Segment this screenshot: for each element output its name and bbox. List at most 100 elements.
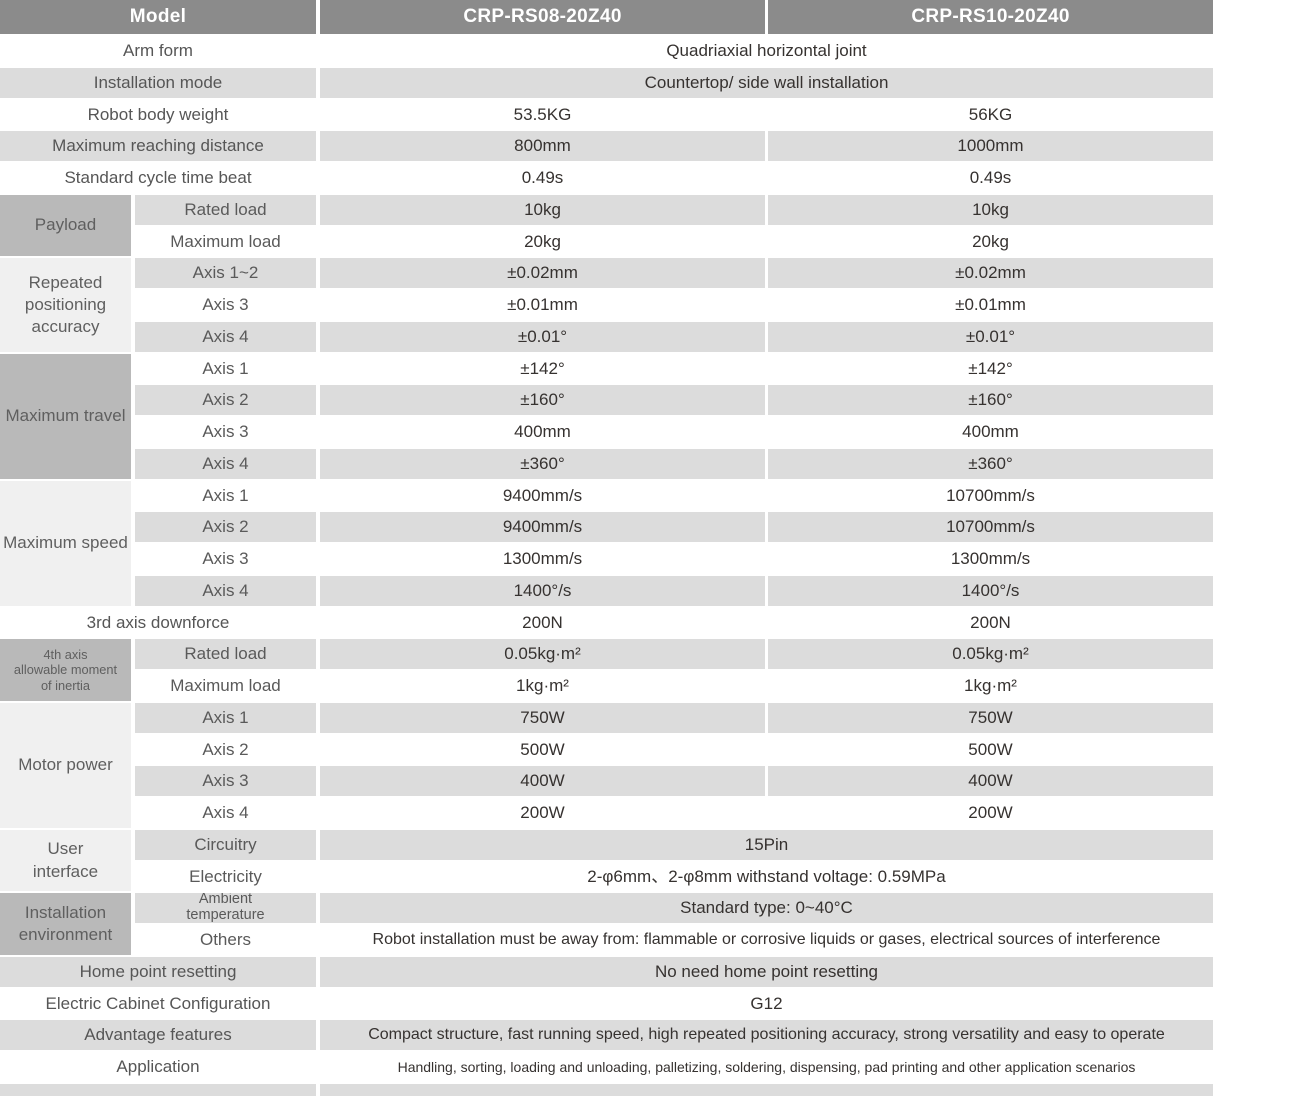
sub-label: Axis 2 <box>135 734 316 767</box>
sub-label: Others <box>135 925 316 957</box>
group-label: Payload <box>0 194 131 259</box>
group-label: 4th axis allowable moment of inertia <box>0 639 131 703</box>
value-rs10: 20kg <box>768 226 1213 259</box>
value-rs08: 1kg·m² <box>320 671 765 703</box>
value-rs10: ±0.02mm <box>768 258 1213 290</box>
value-rs08: ±0.02mm <box>320 258 765 290</box>
sub-label: Axis 3 <box>135 417 316 449</box>
header-model-rs08: CRP-RS08-20Z40 <box>320 0 765 36</box>
value-rs10: ±160° <box>768 385 1213 417</box>
value-rs08: 1400°/s <box>320 575 765 608</box>
value-rs10: 1kg·m² <box>768 671 1213 703</box>
value-shared: Quadriaxial horizontal joint <box>320 36 1213 68</box>
row-label: Maximum reaching distance <box>0 131 316 163</box>
group-label: Maximum speed <box>0 480 131 608</box>
value-shared: Countertop/ side wall installation <box>320 67 1213 100</box>
value-rs08: 750W <box>320 702 765 735</box>
sub-label: Axis 3 <box>135 766 316 798</box>
value-rs10: 1300mm/s <box>768 544 1213 576</box>
sub-label: Axis 4 <box>135 448 316 481</box>
value-rs08: 0.05kg·m² <box>320 639 765 671</box>
value-rs10: 10700mm/s <box>768 512 1213 544</box>
sub-label: Axis 4 <box>135 798 316 830</box>
row-label: Installation mode <box>0 67 316 100</box>
row-label: Standard cycle time beat <box>0 163 316 195</box>
value-shared: Compact structure, fast running speed, h… <box>320 1020 1213 1052</box>
group-label: Maximum travel <box>0 353 131 481</box>
value-rs10: ±0.01mm <box>768 290 1213 322</box>
header-model-cell: Model <box>0 0 316 36</box>
value-rs10: 0.05kg·m² <box>768 639 1213 671</box>
value-rs08: 9400mm/s <box>320 512 765 544</box>
sub-label: Axis 2 <box>135 512 316 544</box>
sub-label: Rated load <box>135 639 316 671</box>
value-rs08: 9400mm/s <box>320 480 765 513</box>
value-rs10: 0.49s <box>768 163 1213 195</box>
value-rs10: 750W <box>768 702 1213 735</box>
row-label: Electric Cabinet Configuration <box>0 988 316 1021</box>
row-label: Home point resetting <box>0 956 316 989</box>
sub-label: Electricity <box>135 861 316 894</box>
value-shared: Standard type: 0~40°C <box>320 893 1213 925</box>
value-rs08: ±160° <box>320 385 765 417</box>
group-label: User interface <box>0 829 131 894</box>
sub-label: Circuitry <box>135 829 316 862</box>
value-rs08: 200N <box>320 607 765 640</box>
value-rs08: 1300mm/s <box>320 544 765 576</box>
sub-label: Maximum load <box>135 671 316 703</box>
value-shared: G12 <box>320 988 1213 1021</box>
sub-label: Maximum load <box>135 226 316 259</box>
sub-label: Axis 4 <box>135 575 316 608</box>
value-rs10: 56KG <box>768 99 1213 132</box>
value-rs10: 200N <box>768 607 1213 640</box>
value-rs10: 10kg <box>768 194 1213 227</box>
sub-label: Rated load <box>135 194 316 227</box>
row-label: Advantage features <box>0 1020 316 1052</box>
sub-label: Axis 1 <box>135 353 316 386</box>
value-rs08: ±0.01° <box>320 321 765 354</box>
group-label: Repeated positioning accuracy <box>0 258 131 354</box>
row-label: 3rd axis downforce <box>0 607 316 640</box>
robot-spec-table: Model CRP-RS08-20Z40 CRP-RS10-20Z40 Arm … <box>0 0 1213 1096</box>
sub-label: Ambient temperature <box>135 893 316 925</box>
row-label: Application <box>0 1052 316 1084</box>
value-rs08: 400mm <box>320 417 765 449</box>
row-label <box>0 1083 316 1096</box>
value-rs08: ±360° <box>320 448 765 481</box>
value-rs08: 20kg <box>320 226 765 259</box>
value-rs10: 400W <box>768 766 1213 798</box>
value-rs08: 200W <box>320 798 765 830</box>
value-shared: Robot installation must be away from: fl… <box>320 925 1213 957</box>
sub-label: Axis 4 <box>135 321 316 354</box>
value-rs10: 200W <box>768 798 1213 830</box>
value-rs10: ±360° <box>768 448 1213 481</box>
sub-label: Axis 1~2 <box>135 258 316 290</box>
value-rs08: 800mm <box>320 131 765 163</box>
value-rs10: 10700mm/s <box>768 480 1213 513</box>
value-rs10: ±0.01° <box>768 321 1213 354</box>
sub-label: Axis 1 <box>135 702 316 735</box>
sub-label: Axis 1 <box>135 480 316 513</box>
group-label: Installation environment <box>0 893 131 957</box>
value-rs10: ±142° <box>768 353 1213 386</box>
row-label: Robot body weight <box>0 99 316 132</box>
value-rs10: 500W <box>768 734 1213 767</box>
value-rs08: 400W <box>320 766 765 798</box>
value-rs08: 0.49s <box>320 163 765 195</box>
sub-label: Axis 3 <box>135 290 316 322</box>
value-rs10: 1000mm <box>768 131 1213 163</box>
value-rs08: 53.5KG <box>320 99 765 132</box>
value-shared: No need home point resetting <box>320 956 1213 989</box>
value-rs08: ±142° <box>320 353 765 386</box>
row-label: Arm form <box>0 36 316 68</box>
group-label: Motor power <box>0 702 131 830</box>
value-rs10: 1400°/s <box>768 575 1213 608</box>
value-rs10: 400mm <box>768 417 1213 449</box>
value-rs08: ±0.01mm <box>320 290 765 322</box>
value-rs08: 10kg <box>320 194 765 227</box>
value-shared: 2-φ6mm、2-φ8mm withstand voltage: 0.59MPa <box>320 861 1213 894</box>
header-model-rs10: CRP-RS10-20Z40 <box>768 0 1213 36</box>
value-rs08: 500W <box>320 734 765 767</box>
sub-label: Axis 2 <box>135 385 316 417</box>
